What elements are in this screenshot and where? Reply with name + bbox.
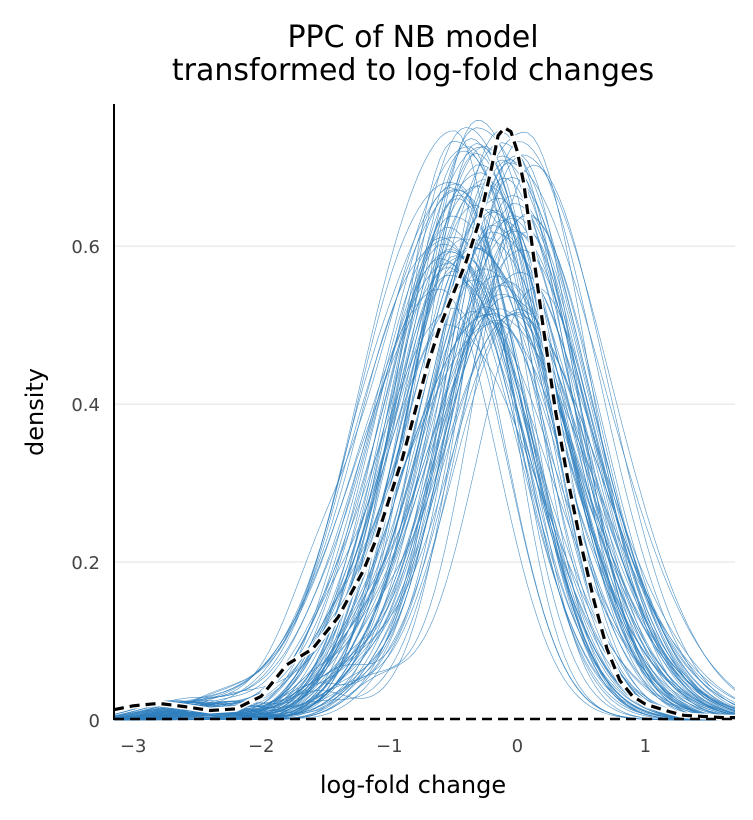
posterior-draw-line	[113, 189, 735, 721]
posterior-draw-line	[113, 131, 736, 720]
x-axis-label: log-fold change	[320, 771, 506, 799]
y-tick-label-0: 0	[89, 711, 100, 732]
posterior-draw-line	[113, 215, 736, 720]
observed-density-line	[113, 126, 735, 720]
posterior-draw-line	[113, 195, 736, 718]
chart-title-line-2: transformed to log-fold changes	[172, 53, 654, 88]
posterior-draw-line	[113, 255, 735, 721]
posterior-draw-line	[114, 183, 736, 721]
x-tick-label--1: −1	[376, 736, 403, 757]
posterior-draw-line	[113, 142, 736, 719]
posterior-draw-line	[113, 238, 736, 719]
posterior-draw-line	[113, 189, 736, 720]
x-tick-label-1: 1	[640, 736, 651, 757]
posterior-draw-line	[114, 177, 736, 721]
posterior-draw-line	[113, 226, 736, 721]
chart-title-line-1: PPC of NB model	[287, 20, 538, 55]
posterior-draw-line	[113, 279, 735, 721]
x-tick-label--3: −3	[120, 736, 147, 757]
posterior-draw-line	[113, 146, 735, 721]
posterior-draw-line	[113, 215, 736, 720]
x-tick-label-0: 0	[512, 736, 523, 757]
posterior-draw-line	[113, 287, 736, 721]
posterior-draw-line	[113, 219, 736, 720]
posterior-draw-line	[113, 164, 736, 721]
posterior-draw-line	[113, 130, 735, 721]
y-tick-label-0.4: 0.4	[71, 395, 100, 416]
posterior-draw-line	[113, 159, 736, 720]
y-axis-label: density	[21, 368, 49, 456]
posterior-draw-line	[113, 131, 736, 718]
tick-labels: −3 −2 −1 0 1 0 0.2 0.4 0.6	[71, 237, 651, 757]
posterior-draw-line	[113, 162, 736, 720]
posterior-draw-line	[113, 215, 736, 720]
posterior-draw-line	[113, 179, 736, 719]
y-tick-label-0.2: 0.2	[71, 553, 100, 574]
x-tick-label--2: −2	[248, 736, 275, 757]
posterior-draw-line	[113, 247, 736, 718]
posterior-draw-line	[114, 209, 736, 721]
observed-density	[113, 124, 735, 721]
posterior-draw-line	[113, 267, 735, 721]
posterior-predictive-draws	[113, 119, 736, 721]
posterior-draw-line	[113, 236, 736, 721]
y-tick-label-0.6: 0.6	[71, 237, 100, 258]
